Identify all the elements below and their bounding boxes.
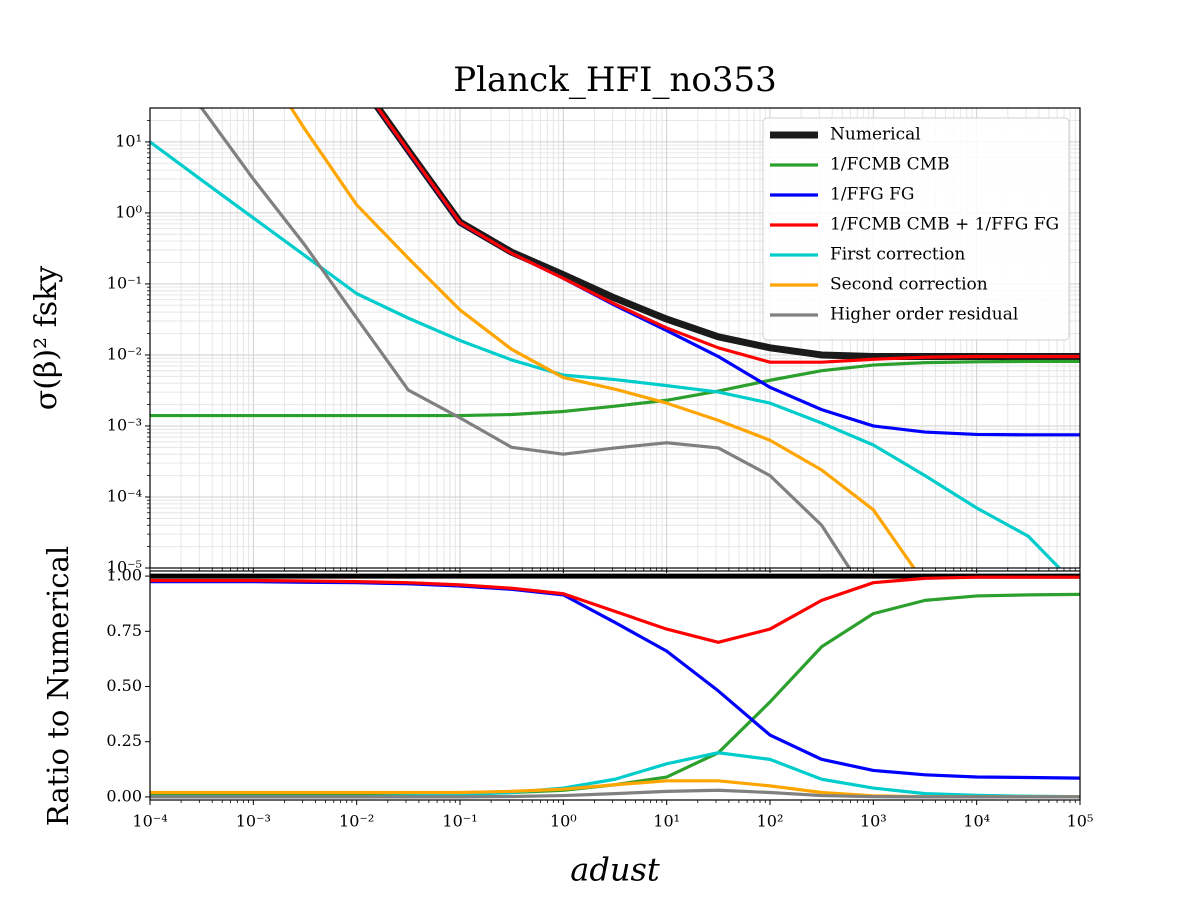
legend-label: 1/FFG FG	[830, 185, 915, 205]
legend-box	[762, 117, 1070, 341]
y-tick-label: 10⁻²	[107, 344, 142, 363]
x-tick-label: 10⁴	[963, 812, 990, 831]
y-axis-label: σ(β)² fsky	[29, 266, 64, 410]
legend-label: 1/FCMB CMB + 1/FFG FG	[830, 215, 1059, 235]
legend-label: 1/FCMB CMB	[830, 155, 950, 175]
y-tick-label: 10⁻¹	[107, 273, 142, 292]
y-tick-label: 0.00	[106, 786, 142, 805]
y-tick-label: 10⁻⁵	[107, 558, 142, 577]
x-tick-label: 10²	[757, 812, 784, 831]
line-series	[150, 359, 1080, 418]
legend-label: Numerical	[830, 125, 921, 145]
y-tick-label: 0.50	[106, 676, 142, 695]
plot-area	[150, 573, 1080, 799]
axes-frame	[149, 570, 1081, 801]
axes-frame	[149, 107, 1081, 569]
x-tick-label: 10⁻³	[236, 812, 271, 831]
legend-label: Second correction	[830, 275, 988, 295]
y-tick-label: 10⁻³	[107, 415, 142, 434]
line-series	[150, 788, 1080, 799]
y-tick-label: 1.00	[106, 566, 142, 585]
y-tick-label: 10⁻⁴	[107, 486, 142, 505]
y-axis-label: Ratio to Numerical	[41, 546, 75, 826]
x-tick-label: 10³	[860, 812, 887, 831]
x-tick-label: 10⁻⁴	[132, 812, 167, 831]
chart-title: Planck_HFI_no353	[453, 60, 777, 100]
legend-label: First correction	[830, 245, 965, 265]
y-tick-label: 10⁰	[115, 202, 142, 221]
line-series	[289, 108, 916, 568]
x-tick-label: 10⁻¹	[442, 812, 477, 831]
line-series	[150, 575, 1080, 644]
x-axis-label: adust	[570, 851, 660, 889]
plot-area	[150, 108, 1080, 568]
legend-label: Higher order residual	[830, 305, 1018, 325]
x-tick-label: 10¹	[653, 812, 680, 831]
x-tick-label: 10⁵	[1067, 812, 1094, 831]
line-series	[375, 108, 1080, 364]
x-tick-label: 10⁰	[550, 812, 577, 831]
y-tick-label: 10¹	[115, 131, 142, 150]
line-series	[199, 108, 852, 568]
line-series	[150, 140, 1062, 568]
x-tick-label: 10⁻²	[339, 812, 374, 831]
y-tick-label: 0.25	[106, 731, 142, 750]
y-tick-label: 0.75	[106, 621, 142, 640]
